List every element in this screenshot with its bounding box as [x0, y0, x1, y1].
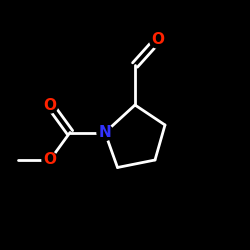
Text: N: N [98, 125, 112, 140]
Circle shape [42, 97, 58, 113]
Text: O: O [44, 152, 57, 168]
Circle shape [150, 32, 166, 48]
Text: O: O [151, 32, 164, 48]
Circle shape [42, 152, 58, 168]
Text: O: O [44, 98, 57, 112]
Circle shape [97, 124, 113, 140]
